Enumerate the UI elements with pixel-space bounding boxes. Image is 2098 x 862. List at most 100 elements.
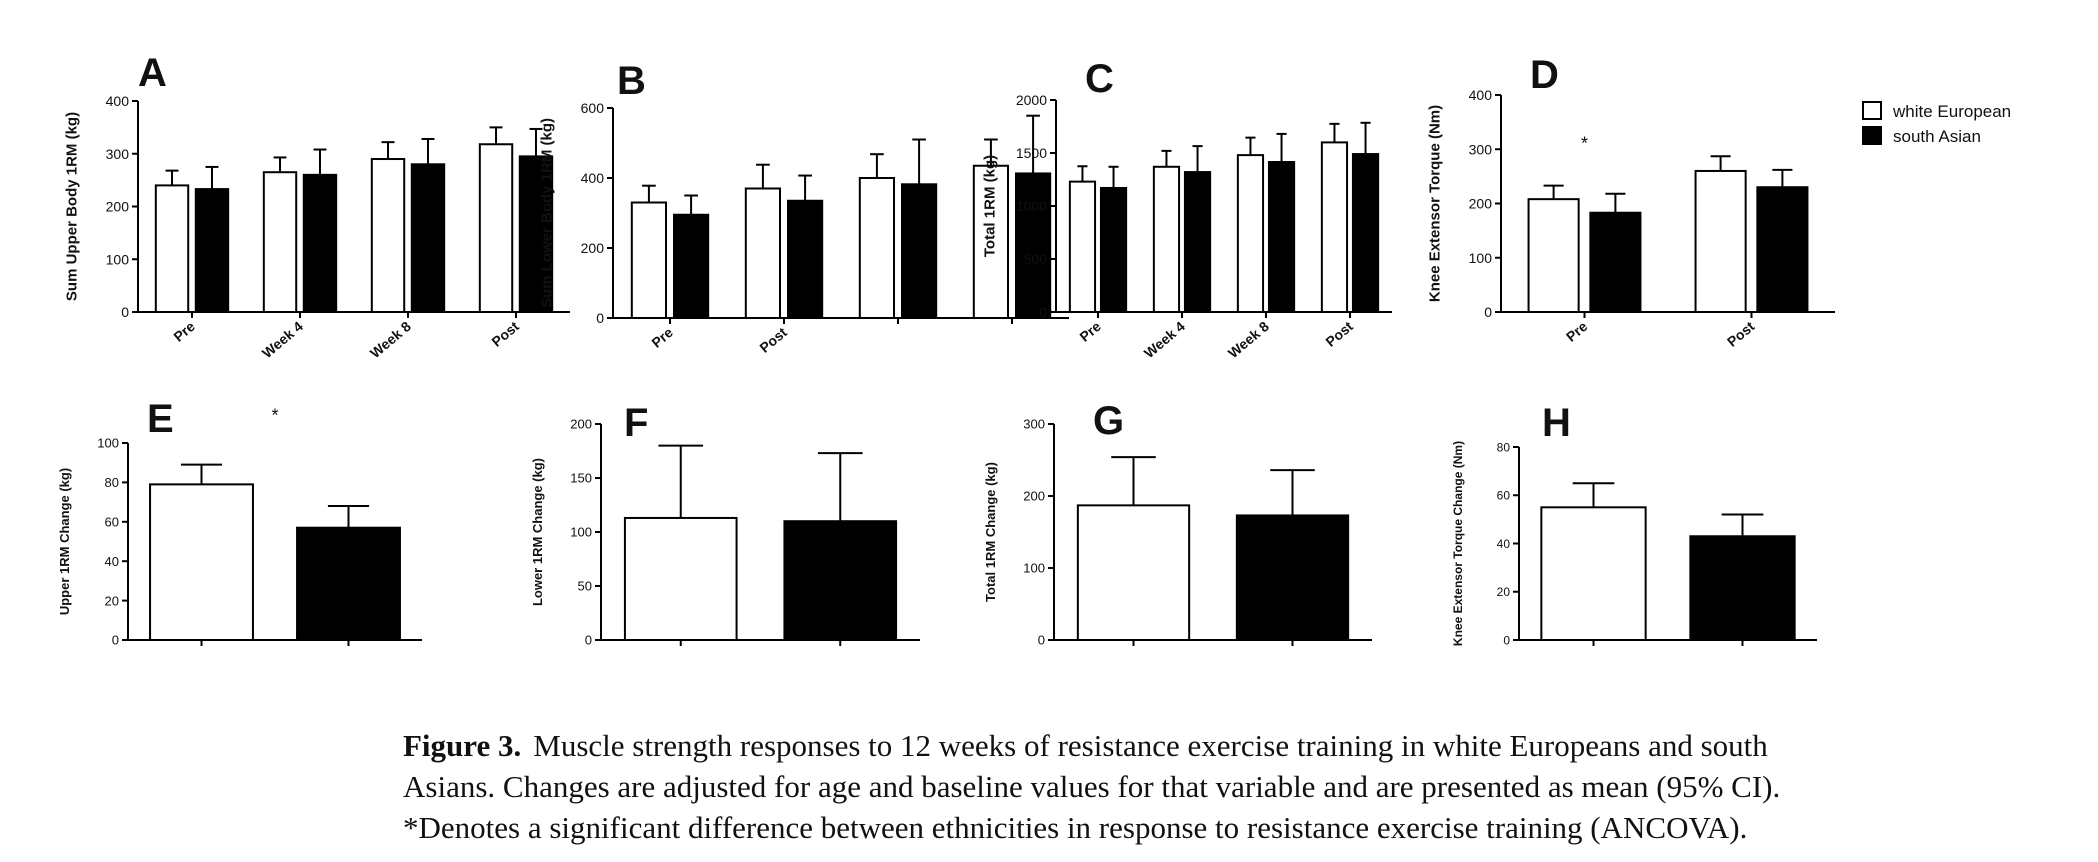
y-tick-label: 1000 (1016, 198, 1047, 214)
y-tick-label: 100 (1469, 250, 1493, 266)
y-tick-label: 0 (1039, 304, 1047, 320)
y-tick-label: 0 (585, 633, 592, 648)
bar-white-european (1152, 165, 1181, 313)
y-axis-label: Total 1RM (kg) (981, 155, 998, 257)
y-tick-label: 20 (1497, 585, 1511, 599)
bar-south-asian (1183, 171, 1212, 313)
significance-star: * (271, 405, 278, 425)
y-axis-label: Total 1RM Change (kg) (983, 462, 998, 602)
panel-h: H 0 20 40 60 80 Knee Extensor Torque Change (N… (1451, 401, 1817, 647)
y-tick-label: 20 (105, 593, 119, 608)
y-tick-label: 50 (578, 579, 592, 594)
bar-white-european (630, 201, 668, 319)
figure-caption: Figure 3. Muscle strength responses to 12… (403, 725, 2043, 848)
y-tick-label: 2000 (1016, 92, 1047, 108)
x-tick-label: Week 8 (1225, 318, 1272, 361)
caption-line-3: *Denotes a significant difference betwee… (403, 810, 1748, 845)
x-tick-label: Week 4 (259, 318, 306, 361)
y-axis-label: Sum Lower Body 1RM (kg) (538, 118, 555, 308)
y-tick-label: 80 (1497, 440, 1511, 454)
bar-south-asian (1099, 186, 1128, 313)
y-tick-label: 300 (1469, 141, 1493, 157)
bar-white-european (1076, 504, 1191, 641)
bar-south-asian (302, 173, 338, 313)
panel-label-h: H (1542, 401, 1571, 445)
x-tick-label: Pre (648, 324, 676, 351)
bar-white-european (972, 164, 1010, 319)
y-tick-label: 300 (1023, 417, 1045, 432)
panel-d: D 0 100 200 300 400 Knee Extensor Torque (Nm) P… (1426, 53, 1835, 350)
bar-south-asian (1689, 535, 1796, 642)
bar-south-asian (410, 163, 446, 313)
x-tick-label: Pre (170, 318, 198, 345)
bar-south-asian (900, 183, 938, 319)
panel-label-g: G (1093, 399, 1124, 443)
y-tick-label: 0 (1484, 304, 1492, 320)
bar-south-asian (1014, 172, 1052, 319)
bar-white-european (1068, 180, 1097, 313)
y-tick-label: 100 (106, 251, 130, 267)
figure-3-chart: white European south Asian A010020030040… (57, 51, 2011, 648)
significance-star: * (1581, 133, 1588, 153)
bar-white-european (1527, 198, 1580, 313)
y-axis-label: Knee Extensor Torque (Nm) (1426, 105, 1443, 302)
bar-south-asian (672, 213, 710, 319)
legend-swatch-white-european (1862, 101, 1882, 120)
bar-south-asian (783, 520, 898, 642)
panel-b: B 0 200 400 600 Sum Lower Body 1RM (kg) Pre Pos… (538, 59, 1069, 356)
bar-white-european (1236, 154, 1265, 313)
panel-label-d: D (1530, 53, 1559, 97)
bar-south-asian (1756, 186, 1809, 314)
x-tick-label: Post (488, 318, 522, 350)
y-tick-label: 0 (121, 304, 129, 320)
bar-white-european (149, 483, 254, 641)
bar-south-asian (786, 199, 824, 319)
caption-text-1: Muscle strength responses to 12 weeks of… (533, 728, 1768, 763)
x-tick-label: Pre (1563, 318, 1591, 345)
panel-f: F 0 50 100 150 200 Lower 1RM Change (kg) (530, 401, 920, 648)
y-tick-label: 0 (596, 310, 604, 326)
panel-a: A 0 100 200 300 400 Sum Upper Body 1RM (kg) Pre… (63, 51, 570, 361)
caption-figure-label: Figure 3. (403, 728, 522, 763)
y-tick-label: 600 (581, 100, 605, 116)
y-tick-label: 100 (1023, 561, 1045, 576)
bar-white-european (154, 184, 190, 313)
bar-white-european (858, 177, 896, 319)
bar-south-asian (518, 155, 554, 313)
bar-south-asian (1589, 211, 1642, 313)
legend-swatch-south-asian (1862, 126, 1882, 145)
bar-white-european (744, 187, 782, 319)
bar-white-european (262, 171, 298, 313)
y-tick-label: 0 (112, 633, 119, 648)
x-tick-label: Post (756, 324, 790, 356)
bar-white-european (623, 516, 738, 642)
y-tick-label: 0 (1503, 633, 1510, 647)
panel-c: C 0 500 1000 1500 2000 Total 1RM (kg) Pre Week 4… (981, 57, 1392, 361)
bar-south-asian (194, 188, 230, 313)
x-tick-label: Post (1322, 318, 1356, 350)
bar-white-european (478, 143, 514, 313)
y-tick-label: 100 (570, 525, 592, 540)
y-tick-label: 300 (106, 146, 130, 162)
y-axis-label: Sum Upper Body 1RM (kg) (63, 112, 80, 301)
y-axis-label: Lower 1RM Change (kg) (530, 458, 545, 606)
caption-line-1: Figure 3. Muscle strength responses to 12… (403, 725, 2043, 766)
panel-g: G 0 100 200 300 Total 1RM Change (kg) (983, 399, 1372, 648)
panel-label-a: A (138, 51, 167, 95)
bar-south-asian (1267, 161, 1296, 313)
panel-label-b: B (617, 59, 646, 103)
panel-e: E 0 20 40 60 80 100 Upper 1RM Change (kg) * (57, 397, 422, 648)
bar-south-asian (1351, 153, 1380, 313)
bar-white-european (370, 158, 406, 313)
y-tick-label: 200 (581, 240, 605, 256)
x-tick-label: Week 8 (367, 318, 414, 361)
y-tick-label: 40 (1497, 537, 1511, 551)
y-tick-label: 200 (570, 417, 592, 432)
y-tick-label: 0 (1038, 633, 1045, 648)
y-tick-label: 500 (1024, 251, 1048, 267)
y-tick-label: 400 (1469, 87, 1493, 103)
panel-label-e: E (147, 397, 174, 441)
caption-line-2: Asians. Changes are adjusted for age and… (403, 769, 1781, 804)
bar-south-asian (296, 526, 401, 642)
panel-label-f: F (624, 401, 648, 445)
